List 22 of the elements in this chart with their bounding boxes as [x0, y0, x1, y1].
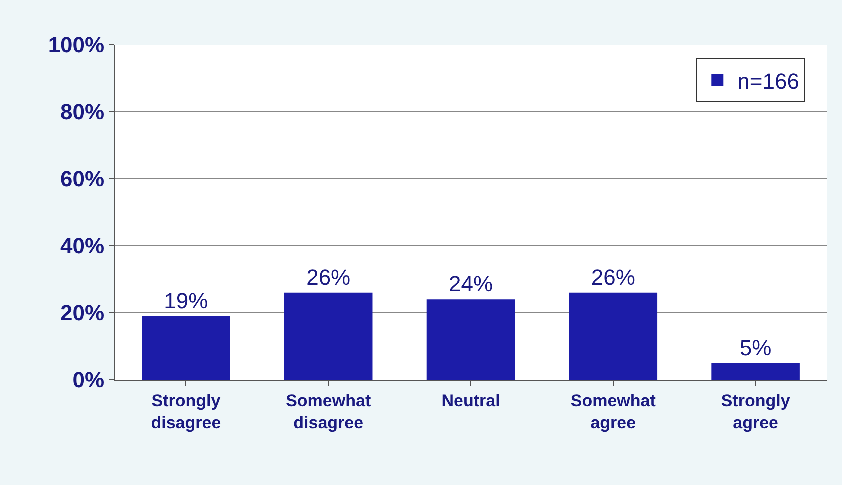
y-tick-label: 100% — [48, 32, 105, 58]
data-label: 24% — [448, 272, 494, 297]
y-tick-label: 20% — [60, 300, 105, 326]
y-tick-label: 40% — [60, 234, 105, 259]
x-tick-label: Strongly agree — [721, 391, 791, 432]
x-tick-label: Neutral — [442, 391, 500, 410]
bar — [569, 292, 658, 380]
y-tick-label: 80% — [60, 100, 105, 125]
y-tick-label: 60% — [60, 166, 105, 192]
data-label: 19% — [164, 288, 208, 314]
x-tick-label: Somewhat disagree — [286, 391, 372, 432]
x-tick-label: Somewhat agree — [570, 391, 656, 432]
bar — [712, 363, 800, 380]
bar — [284, 292, 373, 380]
legend-label: n=166 — [738, 68, 800, 94]
y-tick-label: 0% — [72, 368, 105, 393]
data-label: 5% — [740, 335, 772, 360]
data-label: 26% — [306, 264, 351, 290]
data-label: 26% — [591, 264, 636, 290]
bar — [426, 300, 516, 380]
bar — [142, 316, 230, 380]
x-tick-label: Strongly disagree — [151, 391, 222, 432]
